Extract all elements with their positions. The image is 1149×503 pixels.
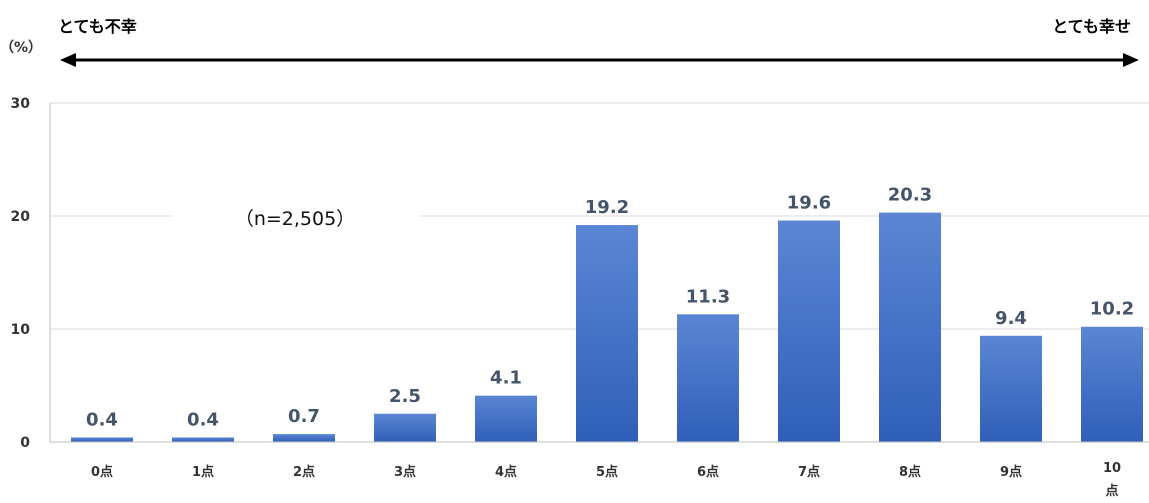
sample-note: （n=2,505） — [235, 208, 355, 230]
y-tick-label: 20 — [11, 209, 31, 225]
bar — [576, 225, 638, 442]
y-tick-label: 30 — [11, 96, 31, 112]
y-axis-unit: （%） — [0, 40, 42, 56]
x-tick-label: 6点 — [697, 464, 719, 480]
bar — [980, 335, 1042, 442]
bar — [172, 437, 234, 442]
bars — [71, 212, 1143, 442]
x-tick-label: 7点 — [798, 464, 820, 480]
bar — [71, 437, 133, 442]
x-tick-label: 4点 — [495, 464, 517, 480]
x-tick-label: 3点 — [394, 464, 416, 480]
sample-note-background — [172, 200, 420, 234]
data-label: 20.3 — [888, 185, 932, 206]
x-tick-label: 5点 — [596, 464, 618, 480]
x-tick-label: 8点 — [899, 464, 921, 480]
bar — [273, 434, 335, 442]
x-tick-label: 0点 — [91, 464, 113, 480]
scale-right-label: とても幸せ — [1052, 17, 1131, 36]
x-tick-label: 1点 — [192, 464, 214, 480]
bar — [374, 413, 436, 442]
y-axis-ticks: 0 10 20 30 — [11, 96, 31, 451]
scale-arrow — [60, 53, 1139, 67]
data-label: 19.6 — [787, 193, 831, 214]
data-label: 10.2 — [1090, 299, 1134, 320]
scale-left-label: とても不幸 — [58, 17, 137, 36]
data-label: 0.4 — [187, 409, 219, 430]
x-axis-ticks: 0点 1点 2点 3点 4点 5点 6点 7点 8点 9点 10 点 — [91, 461, 1121, 499]
data-label: 2.5 — [389, 386, 421, 407]
bar — [475, 395, 537, 442]
bar — [778, 220, 840, 442]
data-label: 0.7 — [288, 406, 320, 427]
data-label: 0.4 — [86, 409, 118, 430]
bar — [677, 314, 739, 442]
bar — [879, 212, 941, 442]
data-labels: 0.4 0.4 0.7 2.5 4.1 19.2 11.3 19.6 20.3 9.4 10.2 — [86, 185, 1134, 431]
x-tick-label: 9点 — [1000, 464, 1022, 480]
x-tick-label: 10 点 — [1103, 461, 1121, 499]
y-tick-label: 10 — [11, 322, 31, 338]
x-tick-label: 2点 — [293, 464, 315, 480]
data-label: 11.3 — [686, 286, 730, 307]
data-label: 9.4 — [995, 308, 1027, 329]
data-label: 4.1 — [490, 368, 522, 389]
bar — [1081, 326, 1143, 442]
y-tick-label: 0 — [20, 435, 30, 451]
data-label: 19.2 — [585, 197, 629, 218]
